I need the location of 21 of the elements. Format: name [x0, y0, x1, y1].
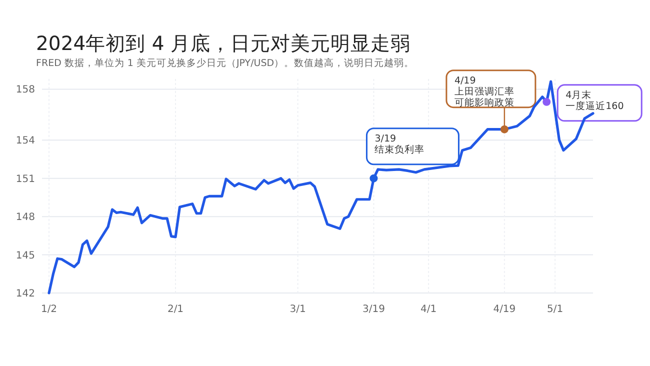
- x-tick-label: 4/1: [420, 304, 437, 315]
- x-tick-label: 2/1: [167, 304, 184, 315]
- annotation: 3/19 结束负利率: [374, 133, 425, 156]
- x-tick-label: 4/19: [493, 304, 516, 315]
- chart-title: 2024年初到 4 月底，日元对美元明显走弱: [36, 32, 410, 55]
- y-tick-label: 148: [16, 212, 35, 224]
- annotation: 可能影响政策: [454, 96, 514, 108]
- chart-subtitle: FRED 数据，单位为 1 美元可兑换多少日元（JPY/USD）。数值越高，说明日元越弱。: [36, 57, 414, 69]
- x-tick-label: 3/1: [290, 304, 306, 315]
- y-tick-label: 154: [16, 136, 35, 147]
- x-tick-label: 3/19: [362, 304, 385, 315]
- annotation: 一度逼近160: [566, 100, 624, 112]
- y-tick-label: 142: [16, 288, 35, 300]
- annotation: 4/19 上田强调汇率: [454, 75, 514, 98]
- annotation: 4月末: [566, 88, 592, 101]
- y-tick-label: 151: [16, 174, 35, 185]
- x-tick-label: 5/1: [547, 304, 564, 315]
- y-tick-label: 158: [16, 84, 35, 96]
- y-tick-label: 145: [16, 250, 35, 262]
- point: [370, 174, 378, 182]
- x-tick-label: 1/2: [40, 304, 58, 315]
